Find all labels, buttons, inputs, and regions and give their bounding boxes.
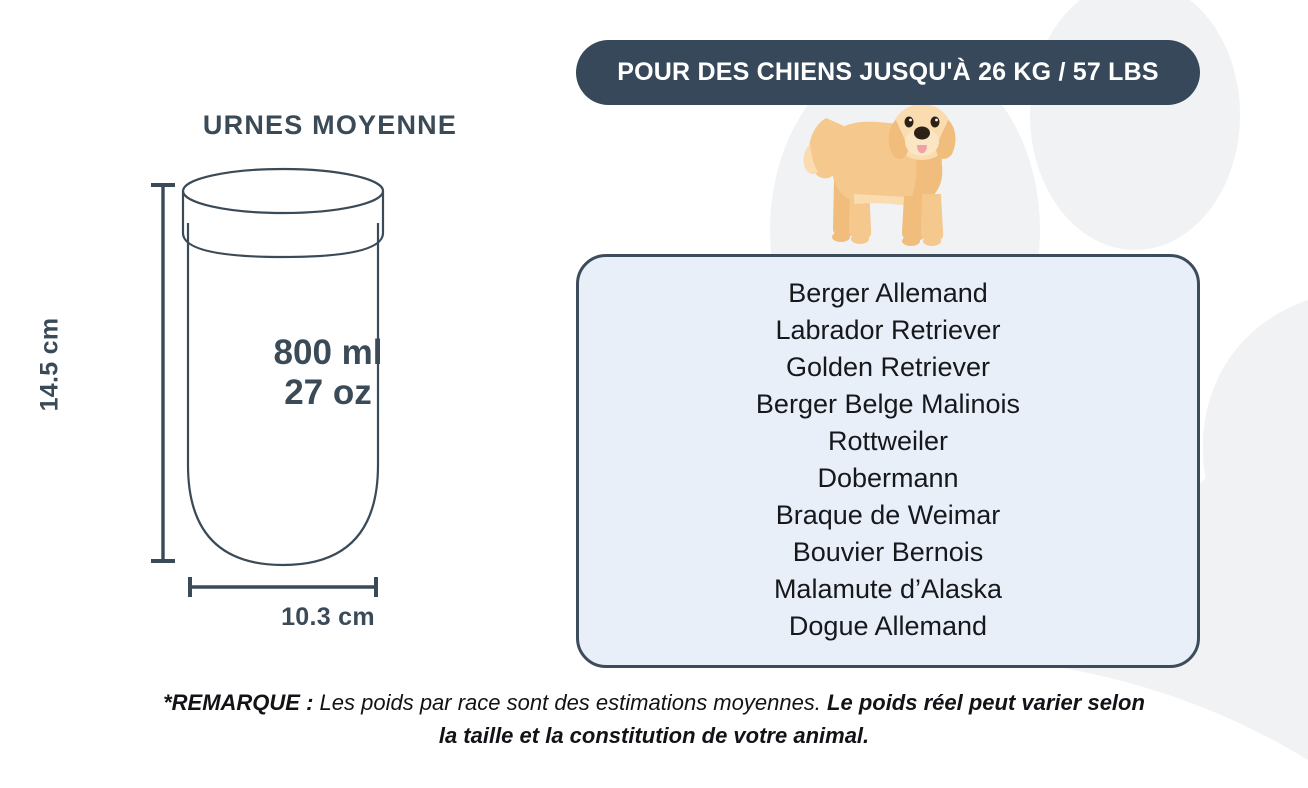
dog-paw-2 bbox=[851, 234, 869, 244]
dog-paw-1 bbox=[832, 232, 850, 242]
dog-eye-highlight-right bbox=[935, 118, 938, 122]
urn-lid-side bbox=[181, 191, 385, 259]
dog-eye-left bbox=[904, 116, 914, 128]
disclaimer-note: *REMARQUE : Les poids par race sont des … bbox=[154, 686, 1154, 752]
breed-list-item: Berger Allemand bbox=[788, 278, 988, 308]
breed-list-item: Malamute d’Alaska bbox=[773, 574, 1003, 604]
breed-list-item: Rottweiler bbox=[827, 426, 949, 456]
breed-list-item: Dogue Allemand bbox=[788, 611, 988, 641]
urn-volume-oz: 27 oz bbox=[284, 373, 372, 412]
breed-list-item: Labrador Retriever bbox=[775, 315, 1001, 345]
urn-title: URNES MOYENNE bbox=[202, 110, 458, 140]
urn-drawing bbox=[151, 167, 385, 597]
urn-volume-ml: 800 ml bbox=[273, 333, 383, 372]
urn-body bbox=[186, 223, 380, 567]
width-dimension-line bbox=[188, 577, 378, 597]
urn-lid-top bbox=[181, 167, 385, 215]
dog-nose bbox=[914, 126, 930, 140]
dog-eye-right bbox=[930, 116, 940, 128]
breed-list-item: Berger Belge Malinois bbox=[755, 389, 1021, 419]
urn-height-label: 14.5 cm bbox=[35, 317, 64, 412]
urn-width-label: 10.3 cm bbox=[281, 603, 375, 631]
breed-list-item: Braque de Weimar bbox=[775, 500, 1001, 530]
blob-shape-right-edge bbox=[1202, 300, 1308, 618]
disclaimer-lead: *REMARQUE : bbox=[163, 690, 314, 715]
breed-list-item: Dobermann bbox=[817, 463, 959, 493]
dog-front-leg-near bbox=[921, 194, 944, 240]
breed-list-card: Berger Allemand Labrador Retriever Golde… bbox=[576, 254, 1200, 668]
breed-list-item: Bouvier Bernois bbox=[792, 537, 984, 567]
breed-list-item: Golden Retriever bbox=[785, 352, 991, 382]
dog-paw-4 bbox=[923, 236, 941, 246]
height-dimension-line bbox=[151, 183, 175, 563]
weight-banner-text: POUR DES CHIENS JUSQU'À 26 KG / 57 LBS bbox=[617, 58, 1159, 86]
weight-banner: POUR DES CHIENS JUSQU'À 26 KG / 57 LBS bbox=[576, 40, 1200, 105]
dog-paw-3 bbox=[902, 236, 920, 246]
dog-front-leg-far bbox=[902, 196, 925, 240]
disclaimer-body: Les poids par race sont des estimations … bbox=[313, 690, 828, 715]
blob-ellipse-top-right bbox=[1030, 0, 1240, 250]
dog-eye-highlight-left bbox=[909, 118, 912, 122]
dog-illustration bbox=[792, 100, 972, 260]
urn-volume-label: 800 ml 27 oz bbox=[186, 333, 470, 413]
